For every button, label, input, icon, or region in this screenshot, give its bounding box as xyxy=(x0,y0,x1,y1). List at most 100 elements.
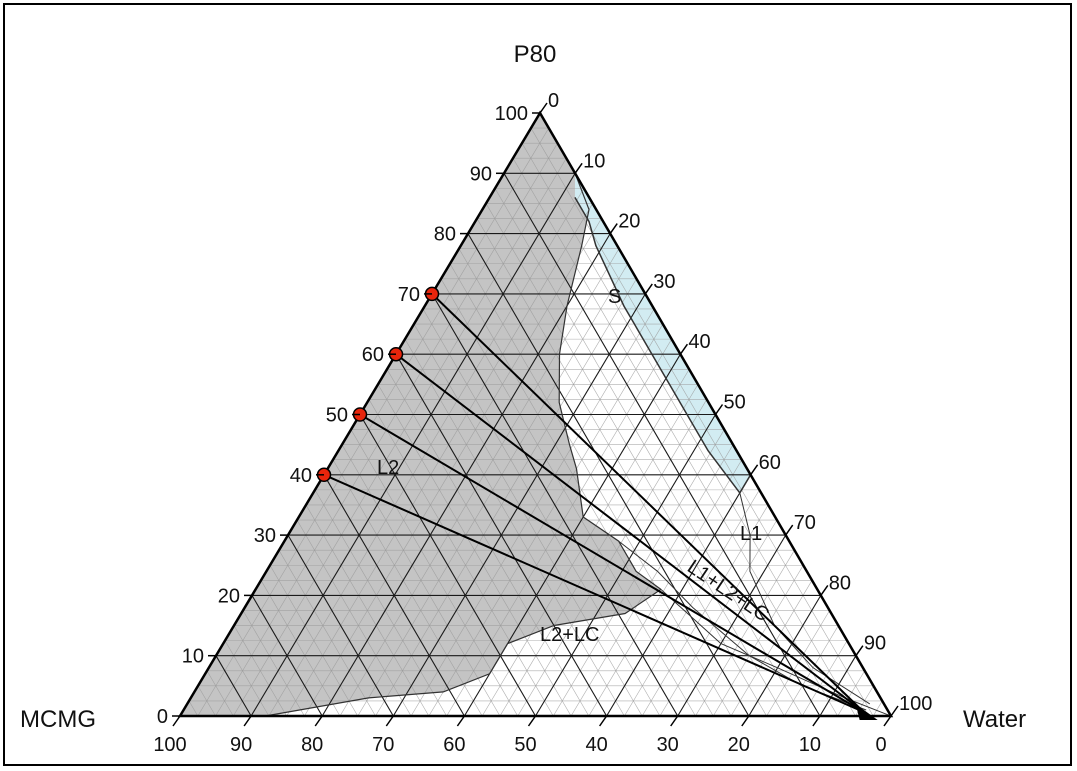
grid-line-mcmg xyxy=(287,534,394,717)
bottom-axis-tick-label: 80 xyxy=(301,734,323,756)
fine-grid-line xyxy=(422,308,661,716)
fine-grid-line xyxy=(428,323,664,716)
fine-grid-line xyxy=(278,550,376,716)
left-axis-tick-label: 10 xyxy=(182,646,204,668)
fine-grid-line xyxy=(517,399,707,716)
grid-line-mcmg xyxy=(323,474,465,717)
fine-grid-line xyxy=(404,338,625,716)
right-axis-tick-label: 100 xyxy=(899,693,932,715)
fine-grid-line xyxy=(386,369,590,716)
region-label-l2: L2 xyxy=(377,457,399,479)
right-axis-tick xyxy=(749,464,759,476)
fine-grid-line xyxy=(339,248,620,716)
right-axis-tick xyxy=(679,343,689,355)
bottom-axis-tick xyxy=(456,715,466,727)
fine-grid-line xyxy=(695,550,795,716)
vertex-label-right: Water xyxy=(963,706,1026,733)
boundary-s-region xyxy=(574,197,752,495)
right-axis-tick xyxy=(855,645,864,657)
left-axis-tick-label: 20 xyxy=(218,585,240,607)
fine-grid-line xyxy=(304,218,602,716)
fine-grid-line xyxy=(410,308,655,716)
fine-grid-line xyxy=(269,565,359,716)
dilution-line xyxy=(323,473,865,713)
right-axis-tick-label: 60 xyxy=(759,452,781,474)
fine-grid-line xyxy=(659,519,778,716)
region-label-s: S xyxy=(608,286,621,308)
bottom-axis-tick xyxy=(314,715,323,727)
bottom-axis-tick-label: 0 xyxy=(875,734,886,756)
left-axis-tick-label: 40 xyxy=(290,465,312,487)
right-axis-tick xyxy=(574,162,583,174)
grid-line-water xyxy=(250,173,576,717)
fine-grid-line xyxy=(224,640,270,716)
right-axis-tick-label: 40 xyxy=(688,331,710,353)
dilution-line xyxy=(359,413,865,713)
right-axis-tick xyxy=(890,705,899,717)
fine-grid-line xyxy=(368,399,554,716)
fine-grid-line xyxy=(481,369,690,716)
fine-grid-line xyxy=(476,218,767,716)
region-s xyxy=(574,173,751,493)
fine-grid-line xyxy=(188,700,199,716)
left-axis-tick-label: 60 xyxy=(362,344,384,366)
fine-grid-line xyxy=(446,338,672,716)
left-axis-tick-label: 0 xyxy=(157,706,168,728)
bottom-axis-tick-label: 30 xyxy=(657,734,679,756)
fine-grid-line xyxy=(233,625,287,716)
fine-grid-line xyxy=(530,127,874,716)
fine-grid-line xyxy=(766,610,830,716)
boundary-l1-left xyxy=(739,492,871,705)
right-axis-tick xyxy=(714,404,724,415)
right-axis-tick-label: 30 xyxy=(653,271,675,293)
bottom-axis-tick-label: 50 xyxy=(514,734,536,756)
right-axis-tick xyxy=(644,283,653,295)
bottom-axis-tick xyxy=(243,715,252,727)
bottom-axis-tick-label: 90 xyxy=(230,734,252,756)
axis-ticks: 0102030405060708090100010203040506070809… xyxy=(153,90,932,756)
bottom-axis-tick-label: 10 xyxy=(799,734,821,756)
right-axis-tick xyxy=(820,584,829,596)
fine-grid-line xyxy=(499,384,699,716)
boundary-l2-bottom xyxy=(265,588,662,717)
left-axis-tick-label: 70 xyxy=(398,284,420,306)
bottom-axis-tick-label: 20 xyxy=(728,734,750,756)
left-axis-tick-label: 100 xyxy=(495,103,528,125)
region-label-l2-lc: L2+LC xyxy=(540,624,600,646)
dilution-arrowhead xyxy=(855,704,878,720)
fine-grid-line xyxy=(494,188,803,716)
bottom-axis-tick-label: 60 xyxy=(443,734,465,756)
grid-line-water xyxy=(392,293,646,717)
bottom-axis-tick xyxy=(527,715,537,727)
grid-line-water xyxy=(606,474,752,717)
bottom-axis-tick xyxy=(385,715,394,727)
right-axis-tick-label: 80 xyxy=(829,572,851,594)
fine-grid-line xyxy=(375,278,637,716)
fine-grid-line xyxy=(512,158,838,716)
vertex-label-top: P80 xyxy=(514,41,557,68)
fine-grid-line xyxy=(624,489,760,716)
fine-grid-line xyxy=(314,489,447,716)
fine-grid-line xyxy=(570,444,734,716)
fine-grid-line xyxy=(206,670,234,716)
fine-grid-line xyxy=(377,384,572,716)
fine-grid-line xyxy=(641,504,769,716)
fine-grid-line xyxy=(730,580,813,716)
fine-grid xyxy=(188,127,883,716)
bottom-axis-tick xyxy=(883,715,892,727)
fine-grid-line xyxy=(801,640,848,716)
left-axis-tick-label: 80 xyxy=(434,224,456,246)
right-axis-tick-label: 20 xyxy=(618,211,640,233)
bottom-axis-tick xyxy=(670,715,679,727)
grid-line-water xyxy=(748,595,822,717)
left-axis-tick-label: 30 xyxy=(254,525,276,547)
left-axis-tick-label: 90 xyxy=(470,163,492,185)
boundary-lc xyxy=(660,589,892,717)
grid-line-mcmg xyxy=(359,414,536,717)
right-axis-tick-label: 50 xyxy=(724,392,746,414)
fine-grid-line xyxy=(440,278,696,716)
bottom-axis-tick-label: 100 xyxy=(153,734,186,756)
fine-grid-line xyxy=(872,700,883,716)
right-axis-tick-label: 10 xyxy=(583,150,605,172)
